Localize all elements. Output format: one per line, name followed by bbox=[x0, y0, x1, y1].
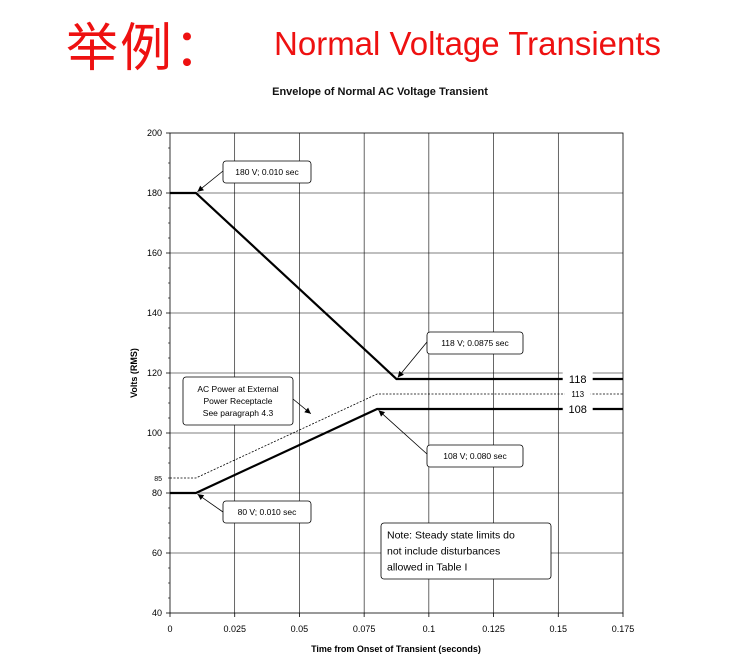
annotation-text: 80 V; 0.010 sec bbox=[238, 507, 298, 517]
y-tick-label: 180 bbox=[147, 188, 162, 198]
y-tick-label: 160 bbox=[147, 248, 162, 258]
x-tick-label: 0.05 bbox=[291, 624, 309, 634]
x-tick-label: 0.15 bbox=[550, 624, 568, 634]
y-tick-label-85: 85 bbox=[154, 476, 162, 483]
y-tick-label: 80 bbox=[152, 488, 162, 498]
annotation-text: not include disturbances bbox=[387, 546, 500, 558]
series-line-1 bbox=[170, 407, 623, 495]
annotation-text: 108 V; 0.080 sec bbox=[443, 451, 507, 461]
annotation-text: AC Power at External bbox=[197, 384, 278, 394]
annotation-1: 118 V; 0.0875 sec bbox=[397, 331, 524, 378]
annotation-2: AC Power at External Power Receptacle See … bbox=[182, 376, 312, 426]
annotation-pointer bbox=[378, 410, 428, 455]
x-tick-label: 0.075 bbox=[353, 624, 376, 634]
annotation-arrowhead bbox=[197, 494, 205, 501]
y-axis-label: Volts (RMS) bbox=[129, 348, 139, 398]
y-tick-label: 140 bbox=[147, 308, 162, 318]
y-tick-label: 200 bbox=[147, 128, 162, 138]
x-tick-label: 0.1 bbox=[423, 624, 436, 634]
annotation-arrowhead bbox=[304, 407, 311, 414]
annotation-text: allowed in Table I bbox=[387, 562, 467, 574]
annotation-5: Note: Steady state limits do not include … bbox=[380, 522, 552, 580]
x-tick-label: 0.025 bbox=[223, 624, 246, 634]
chart-axes bbox=[166, 132, 624, 617]
y-tick-label: 60 bbox=[152, 548, 162, 558]
annotation-box bbox=[222, 160, 312, 184]
chart-title: Envelope of Normal AC Voltage Transient bbox=[272, 86, 488, 98]
level-label-113: 113 bbox=[571, 390, 584, 399]
level-label-108: 108 bbox=[569, 404, 587, 416]
series-line-0 bbox=[170, 191, 623, 381]
annotation-arrowhead bbox=[197, 185, 204, 192]
annotation-arrowhead bbox=[378, 410, 386, 417]
slide-title-text: Normal Voltage Transients bbox=[274, 24, 662, 62]
x-tick-label: 0 bbox=[167, 624, 172, 634]
annotation-box bbox=[380, 522, 552, 580]
slide-title: 举例： Normal Voltage Transients bbox=[66, 6, 661, 81]
x-tick-label: 0.175 bbox=[612, 624, 635, 634]
annotation-text: Power Receptacle bbox=[204, 396, 273, 406]
y-tick-label: 120 bbox=[147, 368, 162, 378]
level-label-bg bbox=[564, 389, 591, 399]
level-label-bg bbox=[562, 402, 593, 416]
annotation-box bbox=[426, 331, 524, 355]
level-label-118: 118 bbox=[569, 374, 587, 386]
y-tick-label: 100 bbox=[147, 428, 162, 438]
slide-title-prefix: 举例： bbox=[66, 19, 229, 79]
annotation-3: 108 V; 0.080 sec bbox=[378, 410, 524, 468]
annotation-4: 80 V; 0.010 sec bbox=[197, 493, 312, 524]
level-label-bg bbox=[562, 372, 593, 386]
x-axis-label: Time from Onset of Transient (seconds) bbox=[311, 644, 481, 654]
annotation-box bbox=[426, 444, 524, 468]
annotation-text: 118 V; 0.0875 sec bbox=[441, 338, 509, 348]
annotation-arrowhead bbox=[397, 370, 404, 378]
annotation-text: See paragraph 4.3 bbox=[203, 408, 274, 418]
annotation-0: 180 V; 0.010 sec bbox=[197, 160, 312, 193]
chart-tick-labels: 0 0.025 0.05 0.075 0.1 0.125 0.15 0.175 40 60 80 10… bbox=[147, 128, 634, 634]
annotation-pointer bbox=[397, 341, 428, 378]
x-tick-label: 0.125 bbox=[482, 624, 505, 634]
chart-annotations: 180 V; 0.010 sec 118 V; 0.0875 sec AC Powe… bbox=[182, 160, 552, 580]
chart-series bbox=[170, 191, 623, 495]
annotation-box bbox=[182, 376, 294, 426]
annotation-text: Note: Steady state limits do bbox=[387, 530, 515, 542]
annotation-text: 180 V; 0.010 sec bbox=[235, 167, 299, 177]
y-tick-label: 40 bbox=[152, 608, 162, 618]
